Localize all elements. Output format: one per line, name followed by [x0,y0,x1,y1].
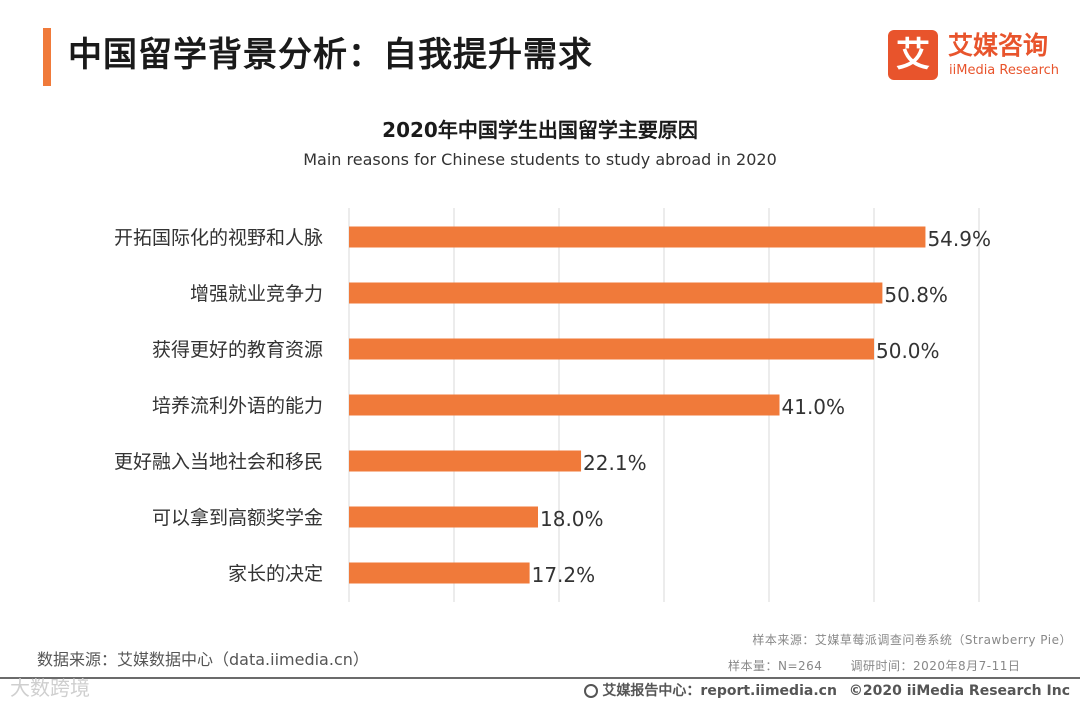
data-source: 数据来源：艾媒数据中心（data.iimedia.cn） [37,650,369,669]
value-label: 50.0% [876,339,940,363]
sample-info: 样本量：N=264 调研时间：2020年8月7-11日 [728,657,1020,674]
footer-credits: 艾媒报告中心：report.iimedia.cn ©2020 iiMedia Re… [584,680,1070,700]
iimedia-logo: 艾 艾媒咨询 iiMedia Research [888,30,1068,82]
watermark: 大数跨境 [10,676,90,700]
globe-icon [584,684,599,698]
survey-time: 调研时间：2020年8月7-11日 [850,659,1021,673]
bar [349,506,538,528]
bar [349,338,874,360]
chart-title: 2020年中国学生出国留学主要原因 [382,118,698,142]
footer-divider [0,677,1080,679]
bar [349,562,530,584]
logo-english-text: iiMedia Research [949,63,1060,78]
logo-mark-icon: 艾 [888,30,938,80]
value-label: 17.2% [532,563,596,587]
chart-subtitle: Main reasons for Chinese students to stu… [303,150,777,169]
bar [349,282,883,304]
value-label: 22.1% [583,451,647,475]
category-label: 培养流利外语的能力 [152,395,323,417]
category-label: 更好融入当地社会和移民 [114,451,323,473]
value-label: 18.0% [540,507,604,531]
bar [349,450,582,472]
report-center-link[interactable]: 艾媒报告中心：report.iimedia.cn [602,683,837,699]
title-accent-bar [43,28,51,86]
page-title: 中国留学背景分析：自我提升需求 [68,35,593,75]
copyright: ©2020 iiMedia Research Inc [848,683,1070,699]
value-label: 50.8% [884,283,948,307]
logo-chinese-text: 艾媒咨询 [948,31,1049,60]
bar [349,226,926,248]
sample-size: 样本量：N=264 [728,659,823,673]
bar [349,394,780,416]
category-label: 可以拿到高额奖学金 [152,506,323,529]
category-label: 增强就业竞争力 [190,283,323,305]
category-label: 开拓国际化的视野和人脉 [114,227,323,249]
value-label: 41.0% [782,395,846,419]
category-label: 家长的决定 [228,563,323,585]
category-label: 获得更好的教育资源 [152,339,323,361]
sample-source: 样本来源：艾媒草莓派调查问卷系统（Strawberry Pie） [752,633,1072,647]
value-label: 54.9% [927,227,991,251]
